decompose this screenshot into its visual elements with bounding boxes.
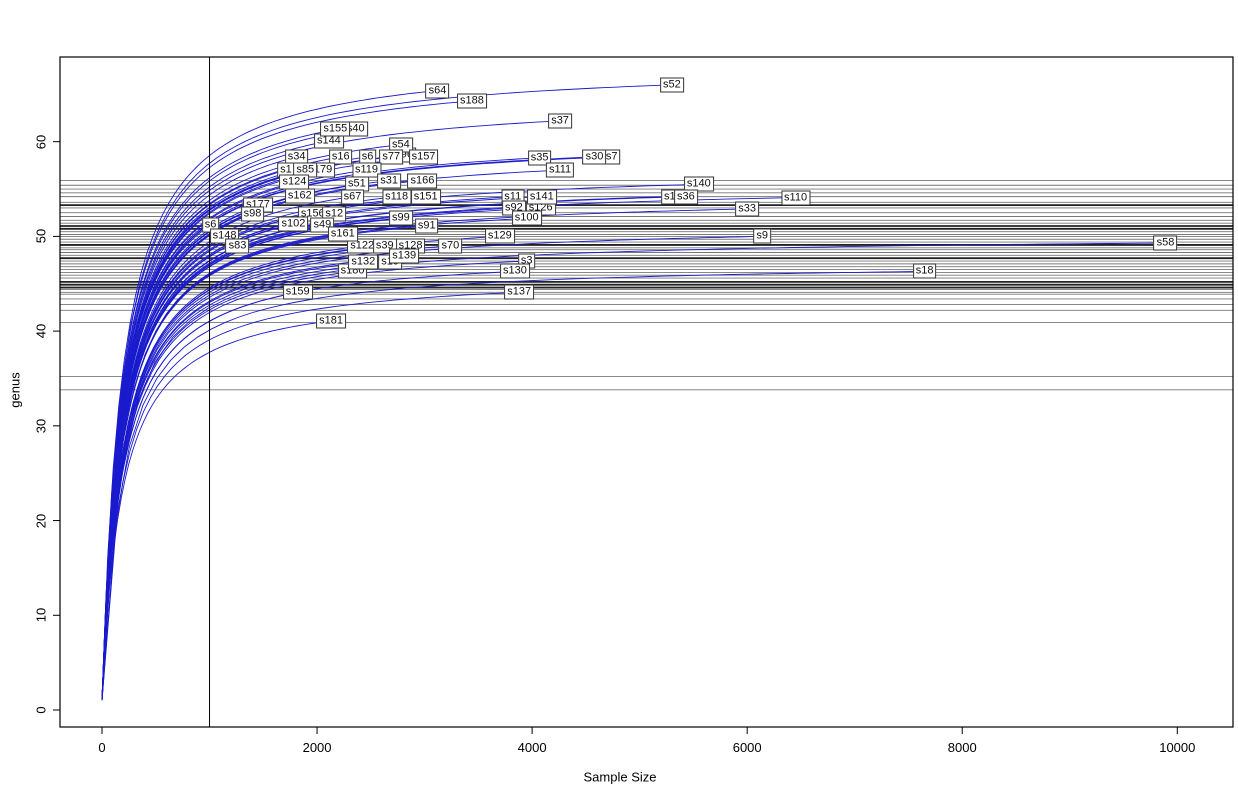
curve-label-s161: s161: [327, 226, 358, 242]
rarefaction-curve: [101, 169, 287, 701]
curve-label-s91: s91: [414, 218, 439, 234]
rarefaction-curve: [101, 291, 298, 701]
rarefaction-curve: [101, 90, 438, 701]
curve-label-s36: s36: [674, 189, 698, 205]
x-tick-label: 2000: [302, 740, 332, 755]
curve-label-s166: s166: [407, 173, 438, 188]
rarefaction-curve: [101, 84, 672, 701]
curve-label-s58: s58: [1153, 235, 1178, 251]
curve-label-s141: s141: [526, 189, 557, 205]
rarefaction-curve: [101, 196, 426, 701]
rarefaction-curve: [101, 233, 343, 701]
curve-label-s102: s102: [278, 216, 309, 232]
y-tick-label: 40: [33, 323, 49, 339]
rarefaction-curve: [101, 242, 1166, 701]
curve-label-s181: s181: [316, 313, 346, 329]
rarefaction-curve: [101, 270, 515, 701]
y-tick-label: 30: [33, 418, 49, 434]
y-tick-label: 50: [33, 229, 49, 244]
curve-label-s132: s132: [348, 254, 379, 270]
curve-label-s130: s130: [499, 263, 530, 279]
y-tick-label: 0: [33, 706, 49, 714]
plot-border: [59, 56, 1234, 728]
curve-label-s110: s110: [781, 190, 811, 206]
rarefaction-curve: [101, 224, 323, 701]
rarefaction-curve: [101, 157, 540, 701]
rarefaction-curve: [101, 156, 297, 701]
rarefaction-curve: [101, 236, 225, 701]
y-tick-label: 10: [33, 608, 49, 623]
curve-label-s162: s162: [284, 188, 315, 204]
curve-label-s111: s111: [545, 162, 575, 178]
rarefaction-curve: [101, 204, 259, 701]
curve-label-s31: s31: [377, 173, 401, 188]
rarefaction-curve: [101, 213, 313, 701]
x-axis-title: Sample Size: [583, 769, 657, 785]
x-tick-label: 6000: [732, 740, 762, 755]
curve-label-s30: s30: [582, 149, 607, 165]
curve-label-s12: s12: [322, 206, 347, 222]
curve-label-s18: s18: [912, 263, 937, 279]
rarefaction-curve: [101, 261, 364, 701]
rarefaction-curve: [101, 245, 363, 701]
rarefaction-curve: [101, 235, 763, 701]
curve-label-s85: s85: [293, 162, 318, 178]
rarefaction-curve: [101, 181, 295, 701]
rarefaction-curve: [101, 183, 357, 701]
rarefaction-curve: [101, 245, 385, 701]
y-tick-label: 20: [33, 513, 49, 528]
rarefaction-curve: [101, 169, 561, 701]
x-tick-label: 0: [98, 740, 106, 755]
curve-label-s52: s52: [660, 77, 684, 93]
rarefaction-curve: [101, 320, 332, 701]
curve-label-s126-partial: s126: [525, 200, 556, 216]
curve-label-s37: s37: [548, 113, 572, 129]
curve-label-s16: s16: [328, 149, 353, 165]
curve-label-s70: s70: [438, 238, 463, 254]
y-axis-title: genus: [7, 372, 23, 408]
curve-label-s118: s118: [382, 189, 412, 205]
rarefaction-curve: [101, 197, 796, 701]
rarefaction-curve: [101, 213, 253, 701]
curve-label-s151: s151: [410, 189, 441, 205]
curve-label-s35: s35: [527, 150, 552, 166]
rarefaction-curve: [101, 260, 527, 701]
rarefaction-curve: [101, 270, 925, 701]
y-tick-label: 60: [33, 134, 49, 149]
x-tick-label: 10000: [1159, 740, 1196, 755]
curve-label-s140: s140: [683, 176, 714, 192]
curve-label-s77: s77: [379, 149, 404, 165]
rarefaction-curve: [101, 128, 356, 701]
rarefaction-curve: [101, 291, 520, 701]
curve-label-s129: s129: [484, 228, 515, 244]
curve-label-s119: s119: [351, 162, 382, 178]
rarefaction-curve: [101, 169, 306, 701]
rarefaction-curve: [101, 128, 336, 701]
curve-label-s33: s33: [735, 201, 760, 217]
rarefaction-curve: [101, 270, 353, 701]
curve-label-s188: s188: [456, 93, 487, 109]
curve-label-s157: s157: [408, 149, 439, 165]
rarefaction-curve: [101, 217, 401, 701]
rarefaction-curve: [101, 100, 472, 701]
curve-label-s100: s100: [511, 210, 542, 226]
x-tick-label: 8000: [947, 740, 977, 755]
x-tick-label: 4000: [517, 740, 547, 755]
rarefaction-curve: [101, 223, 294, 701]
curve-label-s155: s155: [320, 121, 351, 137]
rarefaction-curve: [101, 224, 211, 701]
rarefaction-curve: [101, 225, 427, 701]
curve-label-s9: s9: [753, 228, 772, 244]
curve-label-s139: s139: [389, 248, 420, 264]
curve-label-s137: s137: [504, 284, 535, 300]
rarefaction-curve: [101, 245, 238, 701]
curve-label-s67: s67: [340, 189, 365, 205]
curve-label-s64: s64: [425, 83, 450, 99]
curve-label-s98: s98: [240, 206, 265, 222]
curve-label-s83: s83: [225, 238, 250, 254]
curve-label-s99: s99: [389, 210, 413, 226]
curve-label-s159: s159: [282, 284, 313, 300]
